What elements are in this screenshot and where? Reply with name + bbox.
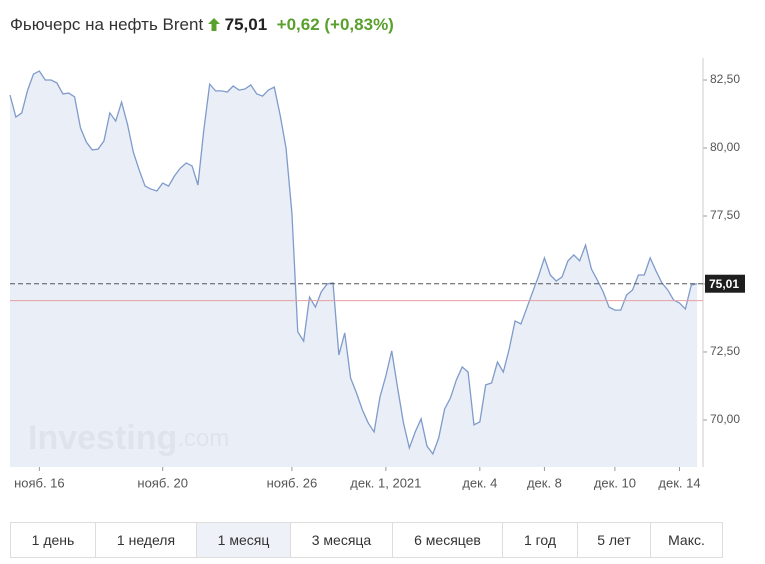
price-line bbox=[9, 70, 698, 456]
x-tick-label: дек. 1, 2021 bbox=[350, 475, 421, 490]
period-button[interactable]: 1 год bbox=[503, 523, 578, 557]
y-tick-label: 82,50 bbox=[710, 72, 740, 86]
change: +0,62 bbox=[276, 15, 320, 34]
y-tick-label: 72,50 bbox=[710, 344, 740, 358]
header: Фьючерс на нефть Brent 75,01 +0,62 (+0,8… bbox=[10, 15, 394, 35]
x-tick-label: дек. 10 bbox=[594, 475, 636, 490]
x-tick-label: нояб. 26 bbox=[267, 475, 318, 490]
up-arrow bbox=[207, 18, 220, 31]
period-button[interactable]: 1 день bbox=[11, 523, 96, 557]
period-button[interactable]: 1 месяц bbox=[197, 523, 291, 557]
x-tick-label: дек. 4 bbox=[462, 475, 497, 490]
x-tick-label: дек. 14 bbox=[658, 475, 700, 490]
last-price-box bbox=[705, 274, 745, 293]
x-tick-label: нояб. 16 bbox=[14, 475, 65, 490]
period-button[interactable]: Макс. bbox=[668, 532, 705, 548]
period-button[interactable]: 3 месяца bbox=[291, 523, 393, 557]
chart: Investing.com70,0072,5075,0077,5080,0082… bbox=[9, 58, 745, 490]
period-button[interactable]: 1 неделя bbox=[96, 523, 197, 557]
y-tick-label: 70,00 bbox=[710, 412, 740, 426]
title: Фьючерс на нефть Brent bbox=[10, 15, 204, 34]
y-tick-label: 77,50 bbox=[710, 208, 740, 222]
area bbox=[10, 71, 698, 467]
period-bar: 1 день 1 неделя 1 месяц 3 месяца 6 месяцев 1 … bbox=[10, 522, 723, 558]
price: 75,01 bbox=[224, 15, 268, 34]
period-button[interactable]: 5 лет bbox=[578, 523, 651, 557]
period-button[interactable]: 6 месяцев bbox=[393, 523, 503, 557]
x-tick-label: дек. 8 bbox=[527, 475, 562, 490]
x-tick-label: нояб. 20 bbox=[137, 475, 188, 490]
y-tick-label: 80,00 bbox=[710, 140, 740, 154]
last-price-label: 75,01 bbox=[709, 277, 739, 291]
change-pct: (+0,83%) bbox=[324, 15, 394, 34]
